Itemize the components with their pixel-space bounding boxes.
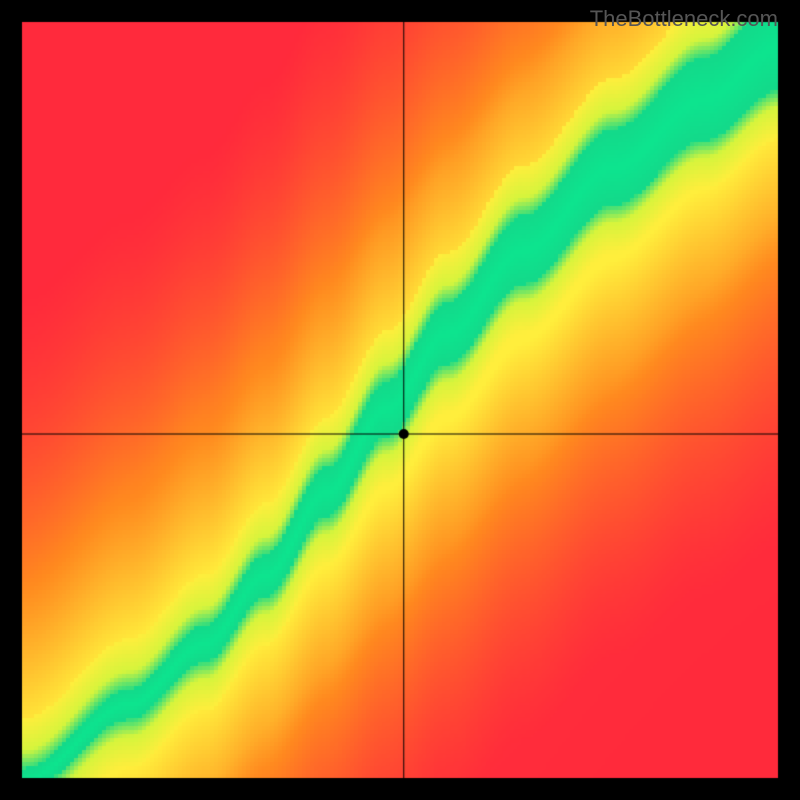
watermark-text: TheBottleneck.com <box>590 6 778 32</box>
bottleneck-heatmap: TheBottleneck.com <box>0 0 800 800</box>
heatmap-canvas <box>0 0 800 800</box>
